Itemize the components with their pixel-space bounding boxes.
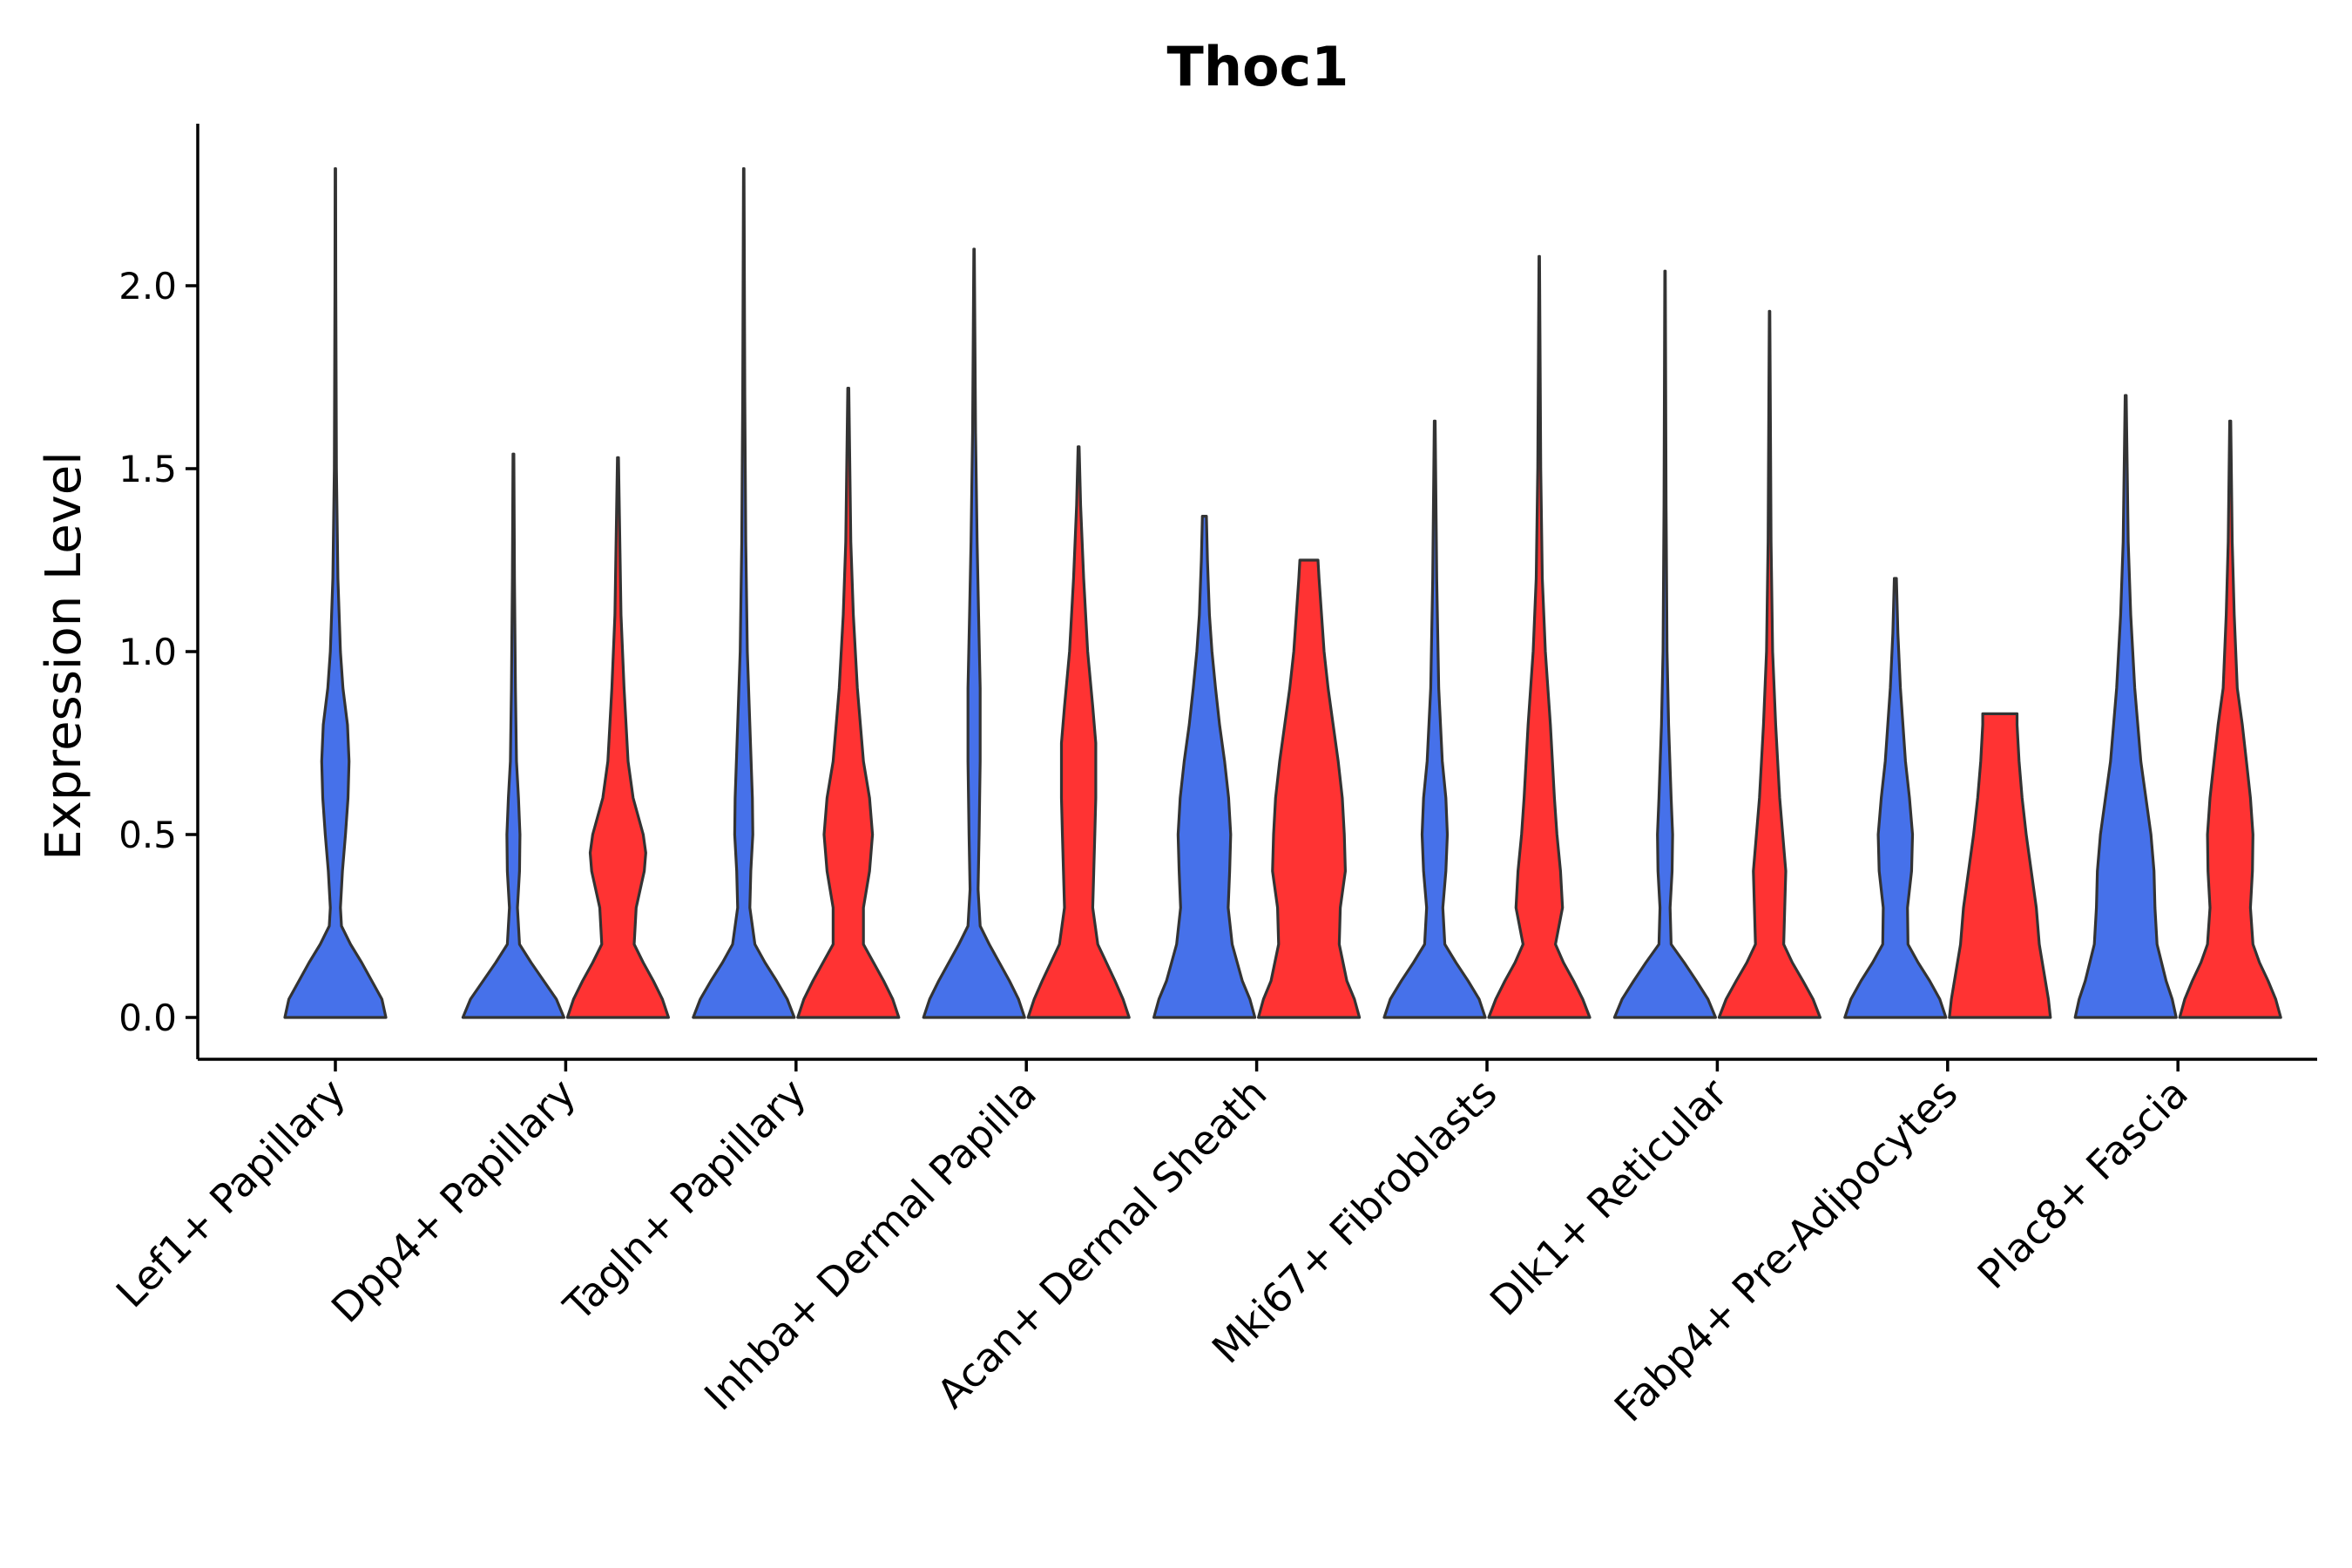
x-tick-label-0: Lef1+ Papillary — [107, 1070, 355, 1317]
x-tick-label-2: Tagln+ Papillary — [554, 1070, 815, 1331]
x-tick-label-6: Dlk1+ Reticular — [1481, 1070, 1736, 1325]
violin-group1-2 — [692, 167, 796, 1019]
y-tick-label-2: 1.0 — [118, 631, 177, 673]
chart-title: Thoc1 — [1167, 35, 1349, 98]
violin-group1-0 — [283, 167, 388, 1019]
y-axis-ticks: 0.0 0.5 1.0 1.5 2.0 — [118, 265, 198, 1039]
x-tick-label-8: Plac8+ Fascia — [1969, 1070, 2197, 1298]
y-axis-label: Expression Level — [36, 451, 92, 861]
violin-group1-6 — [1612, 269, 1717, 1019]
violin-group1-3 — [922, 247, 1026, 1019]
violin-group2-7 — [1948, 712, 2052, 1019]
violin-group2-6 — [1717, 309, 1821, 1019]
y-tick-label-4: 2.0 — [118, 265, 177, 308]
violin-layer — [283, 167, 2282, 1019]
violin-group2-3 — [1026, 445, 1131, 1019]
violin-group2-4 — [1257, 558, 1362, 1019]
x-tick-label-1: Dpp4+ Papillary — [322, 1070, 585, 1332]
violin-group1-4 — [1152, 515, 1257, 1019]
violin-group1-1 — [461, 452, 565, 1019]
y-tick-label-0: 0.0 — [118, 997, 177, 1039]
violin-group1-8 — [2073, 394, 2178, 1019]
violin-group2-8 — [2178, 419, 2282, 1019]
violin-group2-5 — [1487, 254, 1592, 1019]
y-tick-label-1: 0.5 — [118, 814, 177, 856]
violin-group2-2 — [796, 387, 901, 1019]
violin-group1-7 — [1843, 577, 1948, 1019]
violin-group2-1 — [565, 456, 670, 1019]
y-tick-label-3: 1.5 — [118, 448, 177, 490]
violin-group1-5 — [1382, 419, 1487, 1019]
